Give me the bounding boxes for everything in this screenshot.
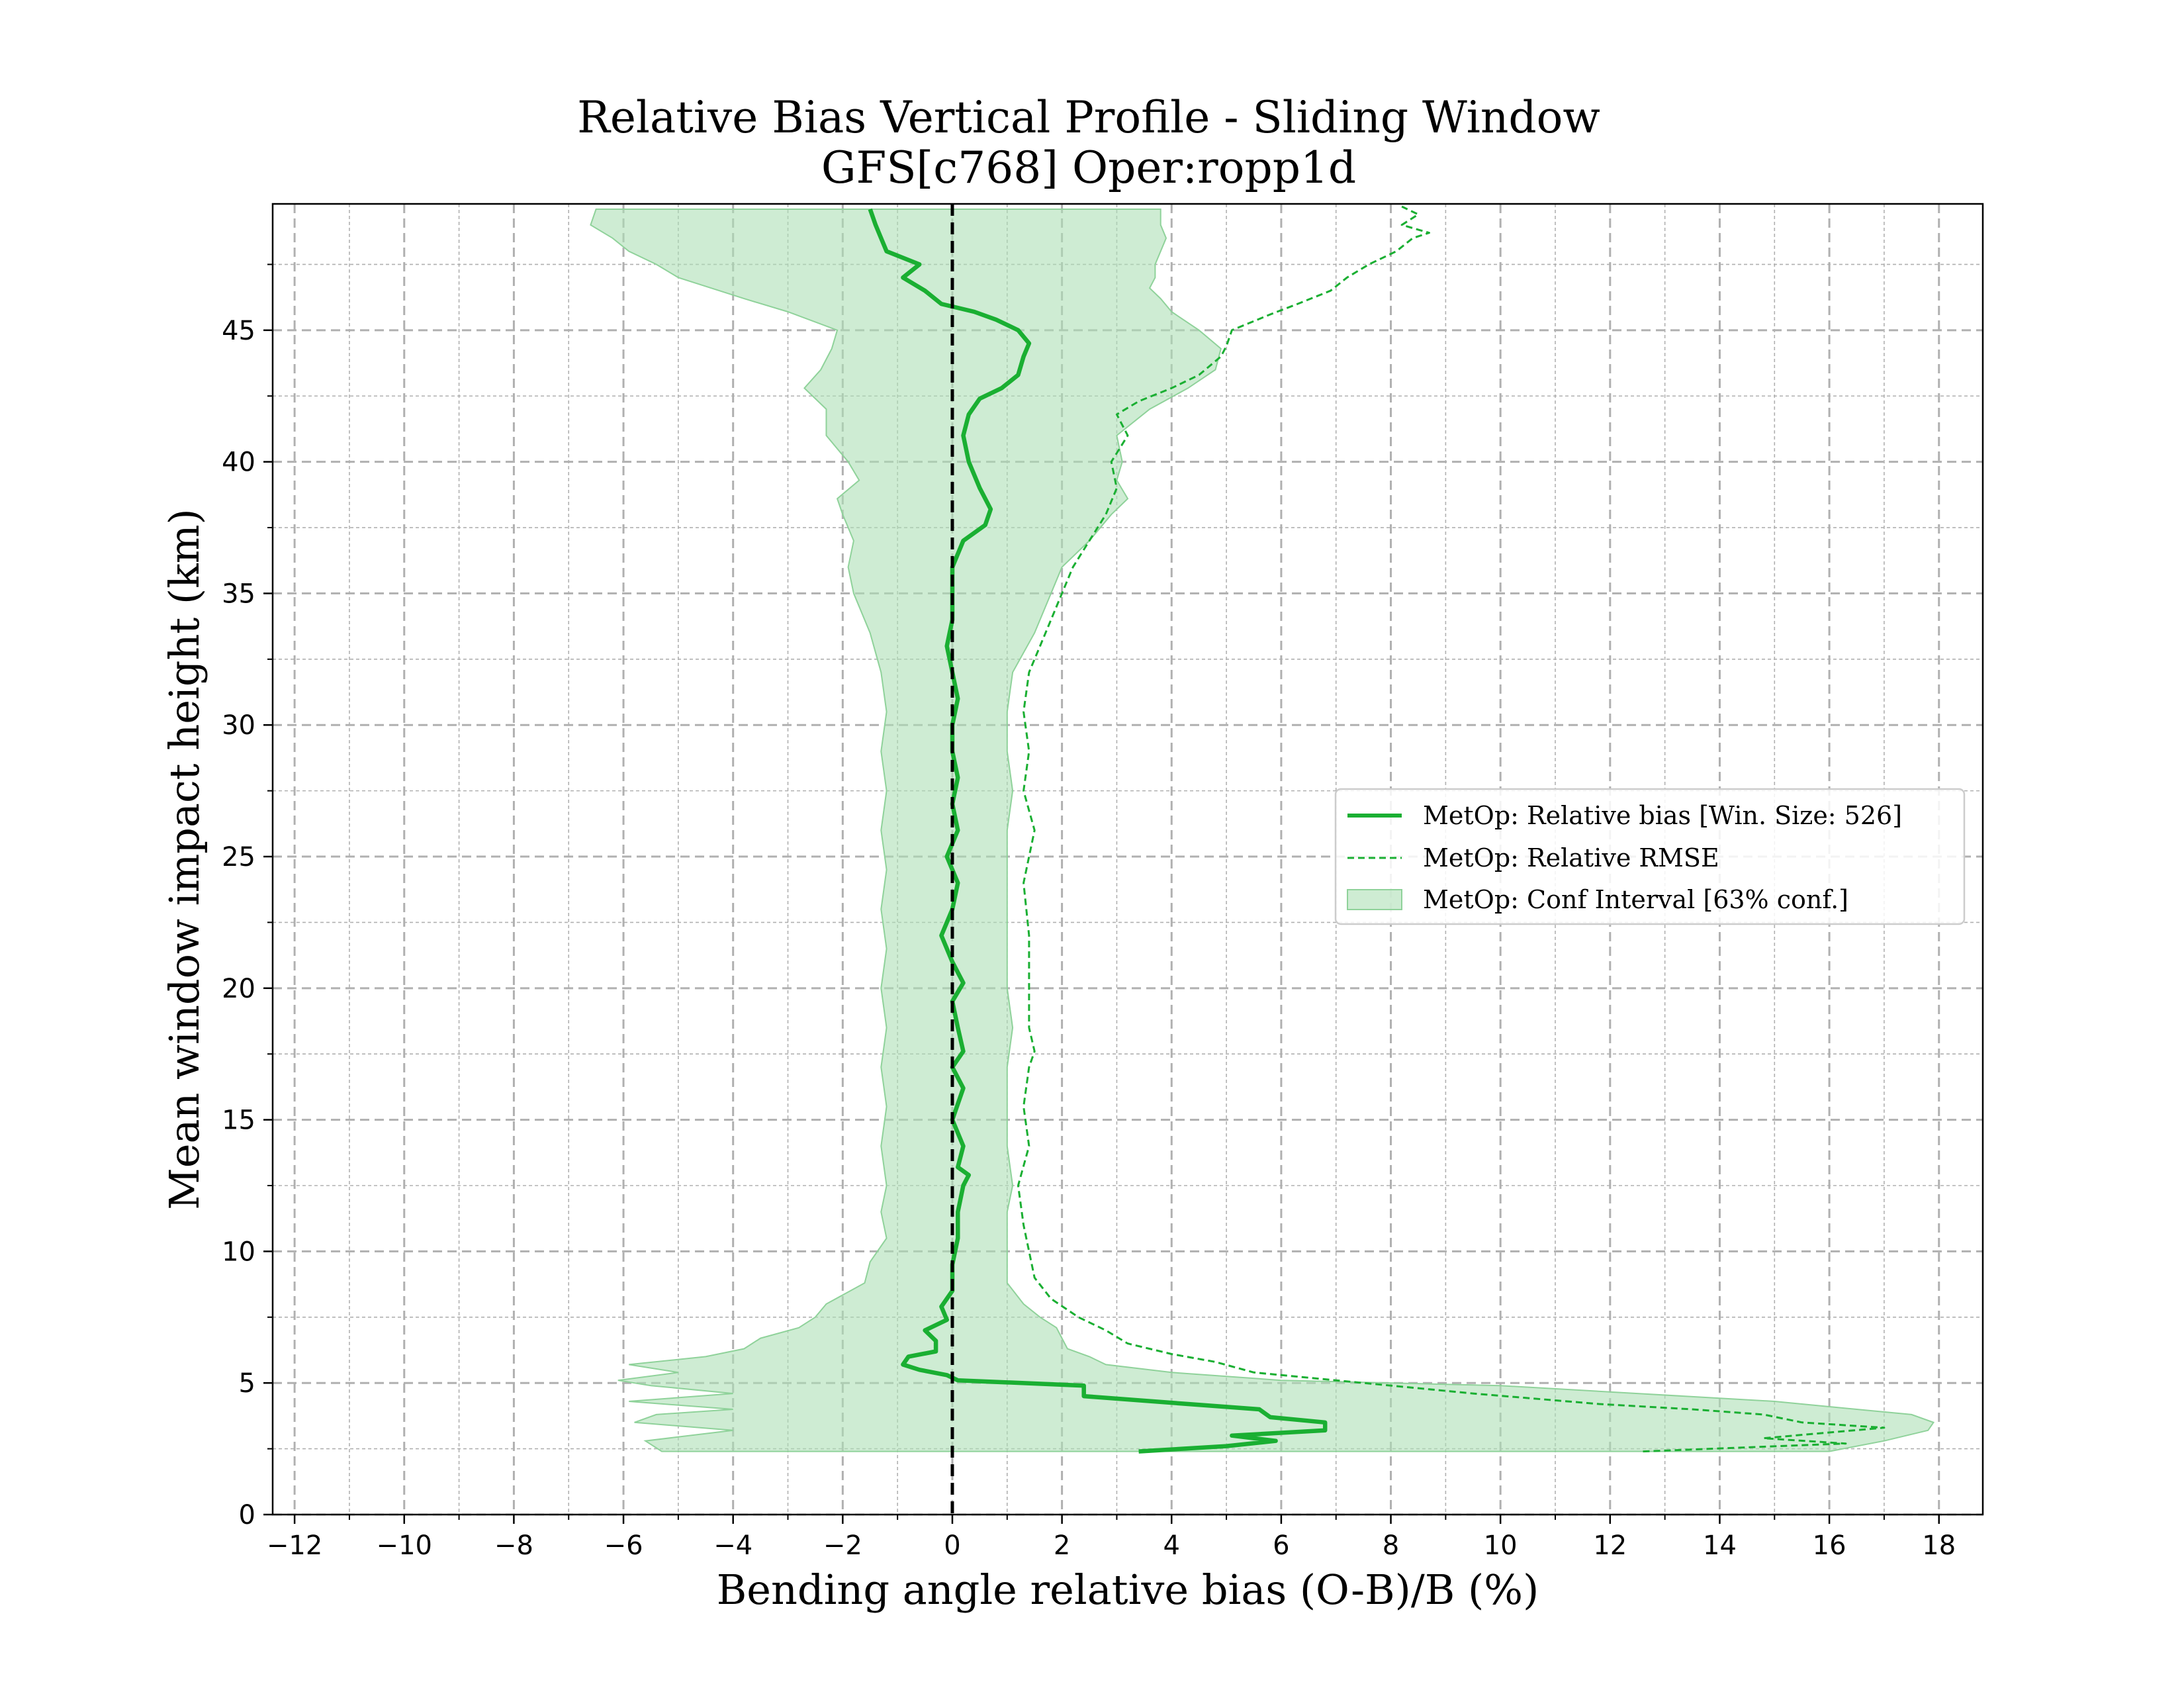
x-tick-label: 10 — [1484, 1530, 1518, 1561]
x-tick-label: 14 — [1703, 1530, 1737, 1561]
plot-frame — [271, 203, 1984, 1516]
chart-title: Relative Bias Vertical Profile - Sliding… — [577, 92, 1600, 143]
x-tick-label: 2 — [1054, 1530, 1070, 1561]
y-axis-ticks: 0 5 10 15 20 25 30 35 40 45 — [222, 263, 273, 1530]
legend-rmse-label: MetOp: Relative RMSE — [1423, 843, 1719, 872]
x-tick-label: 16 — [1813, 1530, 1846, 1561]
x-tick-label: 8 — [1383, 1530, 1399, 1561]
x-tick-label: 6 — [1273, 1530, 1289, 1561]
legend-confidence-label: MetOp: Conf Interval [63% conf.] — [1423, 885, 1848, 914]
x-tick-label: −10 — [377, 1530, 432, 1561]
y-axis-label: Mean window impact height (km) — [160, 508, 208, 1209]
relative-bias-line — [868, 208, 1328, 1454]
x-tick-label: −6 — [604, 1530, 643, 1561]
chart-subtitle: GFS[c768] Oper:ropp1d — [821, 142, 1356, 193]
y-tick-label: 0 — [239, 1500, 255, 1530]
y-tick-label: 5 — [239, 1368, 255, 1399]
series-layer — [868, 205, 1886, 1454]
x-tick-label: 18 — [1922, 1530, 1956, 1561]
y-tick-label: 35 — [222, 579, 255, 609]
y-tick-label: 20 — [222, 974, 255, 1004]
x-tick-label: 12 — [1593, 1530, 1627, 1561]
y-tick-label: 30 — [222, 710, 255, 741]
x-tick-label: −12 — [267, 1530, 322, 1561]
x-tick-label: −2 — [823, 1530, 862, 1561]
x-tick-label: 0 — [944, 1530, 960, 1561]
y-tick-label: 45 — [222, 316, 255, 346]
y-tick-label: 10 — [222, 1237, 255, 1267]
x-axis-label: Bending angle relative bias (O-B)/B (%) — [717, 1566, 1539, 1614]
legend-confidence-swatch — [1347, 889, 1402, 910]
confidence-band-layer — [590, 209, 1935, 1452]
y-tick-label: 15 — [222, 1105, 255, 1136]
x-tick-label: −8 — [494, 1530, 533, 1561]
x-tick-label: −4 — [713, 1530, 752, 1561]
legend-box — [1334, 788, 1966, 925]
confidence-band — [590, 209, 1935, 1452]
y-tick-label: 40 — [222, 447, 255, 478]
y-tick-label: 25 — [222, 842, 255, 872]
x-axis-ticks: −12 −10 −8 −6 −4 −2 0 2 4 6 8 10 12 14 16 18 — [267, 1515, 1956, 1561]
x-tick-label: 4 — [1163, 1530, 1180, 1561]
relative-rmse-line — [1017, 205, 1886, 1453]
legend: MetOp: Relative bias [Win. Size: 526] Me… — [1334, 788, 1966, 925]
legend-bias-label: MetOp: Relative bias [Win. Size: 526] — [1423, 801, 1902, 830]
